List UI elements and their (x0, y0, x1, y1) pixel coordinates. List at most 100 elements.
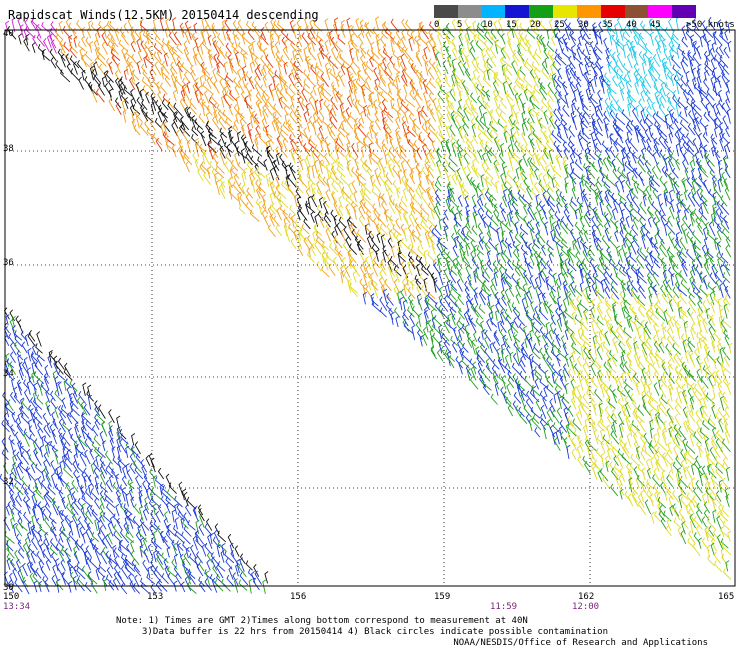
wind-barb (571, 102, 576, 116)
wind-barb (303, 78, 311, 89)
wind-barb (140, 577, 147, 588)
wind-barb (582, 248, 589, 263)
wind-barb (94, 46, 99, 60)
wind-barb (260, 32, 269, 46)
wind-barb (318, 197, 323, 209)
wind-barb (376, 38, 381, 52)
wind-barb (721, 505, 729, 518)
wind-barb (585, 377, 590, 390)
wind-barb (535, 194, 540, 206)
wind-barb (577, 327, 582, 340)
wind-barb (543, 300, 549, 314)
wind-barb (666, 335, 675, 348)
scale-swatch-6 (576, 5, 601, 18)
wind-barb (316, 204, 323, 215)
wind-barb (637, 404, 645, 416)
wind-barb (559, 375, 567, 391)
wind-barb (108, 475, 113, 488)
wind-barb (521, 348, 532, 361)
wind-barb (330, 190, 337, 202)
wind-barb (58, 432, 65, 446)
wind-barb (677, 284, 688, 297)
wind-barb (209, 532, 215, 545)
wind-barb (349, 194, 359, 208)
wind-barb (76, 562, 84, 573)
wind-barb (515, 18, 520, 31)
wind-barb (253, 564, 260, 577)
wind-barb (256, 63, 263, 77)
wind-barb (343, 226, 352, 241)
wind-barb (57, 381, 63, 395)
wind-barb (568, 247, 577, 258)
wind-barb (689, 211, 696, 223)
wind-barb (345, 236, 351, 249)
wind-barb (687, 369, 696, 382)
wind-barb (208, 53, 213, 69)
wind-barb (494, 382, 499, 396)
wind-barb (17, 490, 22, 502)
wind-barb (621, 243, 626, 257)
wind-barb (78, 76, 85, 90)
wind-barb (603, 277, 611, 292)
wind-barb (99, 503, 105, 516)
wind-barb (524, 61, 534, 75)
wind-barb (506, 169, 514, 181)
wind-barb (166, 41, 171, 53)
wind-barb (511, 362, 521, 376)
wind-barb (710, 76, 715, 89)
wind-barb (363, 272, 368, 286)
wind-barb (474, 213, 479, 229)
wind-barb (17, 381, 22, 396)
wind-barb (236, 558, 241, 574)
wind-barb (293, 110, 302, 122)
wind-barb (31, 344, 37, 356)
wind-barb (86, 505, 92, 517)
wind-barb (443, 320, 450, 334)
wind-barb (507, 299, 513, 313)
wind-barb (507, 259, 514, 271)
wind-barb (483, 129, 493, 143)
wind-barb (629, 201, 638, 214)
wind-barb (702, 132, 709, 143)
wind-barb (564, 25, 570, 41)
wind-barb (561, 81, 568, 96)
wind-barb (633, 466, 640, 479)
wind-barb (656, 446, 666, 461)
wind-barb (83, 474, 88, 488)
wind-barb (664, 82, 674, 94)
wind-barb (187, 26, 192, 40)
wind-barb (379, 296, 388, 311)
wind-barb (606, 414, 613, 425)
wind-barb (409, 299, 414, 312)
wind-barb (278, 96, 283, 109)
wind-barb (720, 252, 729, 264)
wind-barb (337, 209, 344, 220)
wind-barb (472, 158, 477, 173)
wind-barb (584, 418, 589, 433)
wind-barb (539, 377, 549, 389)
wind-barb (622, 44, 627, 59)
wind-barb (83, 403, 91, 416)
wind-barb (571, 299, 581, 313)
wind-barb (604, 266, 611, 277)
wind-barb (359, 199, 366, 214)
wind-barb (721, 69, 729, 82)
wind-barb (486, 260, 494, 272)
wind-barb (585, 87, 590, 101)
wind-barb (664, 113, 669, 129)
wind-barb (5, 20, 10, 33)
wind-barb (218, 46, 227, 60)
wind-barb (57, 370, 66, 381)
wind-barb (448, 154, 458, 167)
wind-barb (335, 156, 344, 167)
wind-barb (691, 463, 696, 475)
wind-barb (485, 89, 490, 102)
wind-barb (610, 285, 620, 300)
wind-barb (415, 187, 422, 200)
wind-barb (192, 45, 198, 60)
wind-barb (420, 285, 429, 299)
wind-barb (548, 268, 556, 279)
wind-barb (567, 405, 574, 417)
wind-barb (99, 471, 107, 486)
wind-barb (241, 171, 246, 186)
